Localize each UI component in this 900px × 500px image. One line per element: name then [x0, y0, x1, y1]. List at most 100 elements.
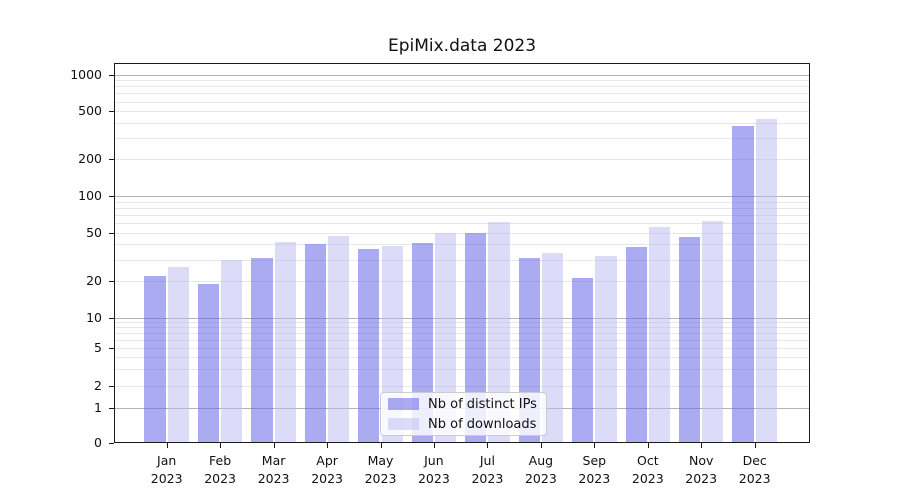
x-axis-tick-label: 2023 — [150, 471, 183, 486]
gridline-minor — [115, 327, 809, 329]
y-tick-mark — [109, 408, 114, 409]
bar-distinct-ips — [465, 232, 487, 443]
legend-item-distinct-ips: Nb of distinct IPs — [381, 396, 546, 413]
gridline-minor — [115, 138, 809, 139]
bar-downloads — [274, 241, 296, 443]
gridline-minor — [115, 369, 809, 370]
y-axis-tick-label: 1 — [94, 400, 102, 415]
y-axis-tick-label: 500 — [78, 103, 102, 119]
y-tick-mark — [109, 232, 114, 234]
x-tick-mark — [754, 443, 756, 448]
x-axis-tick-label: 2023 — [738, 471, 771, 486]
gridline-major — [115, 317, 809, 319]
bar-distinct-ips — [678, 237, 701, 443]
bar-downloads — [755, 119, 777, 443]
x-axis-tick-label: 2023 — [311, 471, 343, 486]
bar-downloads — [541, 252, 564, 443]
x-axis-tick-label: Nov — [688, 453, 714, 468]
x-axis-tick-label: Aug — [528, 453, 554, 468]
legend-swatch-downloads — [388, 418, 419, 430]
bar-distinct-ips — [304, 244, 327, 443]
y-tick-mark — [109, 317, 114, 319]
x-axis-tick-label: Dec — [742, 453, 767, 468]
bar-distinct-ips — [251, 257, 273, 443]
y-axis-tick-label: 10 — [86, 309, 102, 325]
y-axis-tick-label: 0 — [94, 435, 102, 450]
y-axis-tick-label: 200 — [78, 151, 102, 167]
gridline-minor — [115, 122, 809, 124]
x-axis-tick-label: 2023 — [257, 471, 290, 486]
x-axis-tick-label: 2023 — [417, 471, 450, 486]
gridline-minor — [115, 357, 809, 359]
legend-label-downloads: Nb of downloads — [428, 416, 537, 432]
y-tick-mark — [109, 111, 114, 113]
legend: Nb of distinct IPs Nb of downloads — [380, 392, 547, 436]
y-axis-tick-label: 2 — [94, 377, 102, 393]
gridline-minor — [115, 340, 809, 342]
gridline-minor — [115, 111, 809, 113]
x-tick-mark — [487, 443, 489, 448]
x-axis-tick-label: 2023 — [364, 471, 397, 486]
y-tick-mark — [109, 280, 114, 282]
bar-distinct-ips — [732, 125, 754, 443]
gridline-minor — [115, 101, 809, 103]
x-axis-tick-label: Apr — [316, 453, 338, 468]
bar-downloads — [595, 256, 617, 443]
gridline-minor — [115, 159, 809, 161]
gridline-minor — [115, 385, 809, 387]
gridline-minor — [115, 80, 809, 82]
x-axis-tick-label: Mar — [261, 453, 286, 468]
x-tick-mark — [273, 443, 275, 448]
x-tick-mark — [594, 443, 596, 448]
gridline-major — [115, 74, 809, 76]
x-axis-tick-label: May — [367, 453, 394, 468]
x-tick-mark — [540, 443, 542, 448]
y-axis-tick-label: 1000 — [70, 66, 102, 82]
y-tick-mark — [109, 348, 114, 350]
gridline-minor — [115, 86, 809, 88]
gridline-minor — [115, 333, 809, 335]
x-axis-tick-label: 2023 — [578, 471, 611, 486]
gridline-minor — [115, 201, 809, 203]
x-axis-tick-label: Jan — [157, 453, 177, 468]
bar-downloads — [221, 259, 243, 443]
gridline-minor — [115, 214, 809, 216]
bar-downloads — [648, 226, 671, 443]
bar-distinct-ips — [144, 275, 166, 443]
y-axis-tick-label: 5 — [94, 340, 102, 356]
bar-downloads — [488, 222, 510, 443]
x-axis-tick-label: Jun — [424, 453, 444, 468]
bar-downloads — [328, 235, 350, 443]
gridline-minor — [115, 259, 809, 261]
x-tick-mark — [701, 443, 703, 448]
gridline-minor — [115, 244, 809, 246]
y-axis-tick-label: 50 — [86, 224, 102, 240]
y-tick-mark — [109, 385, 114, 387]
gridline-minor — [115, 207, 809, 209]
x-axis-tick-label: Feb — [209, 453, 232, 468]
x-tick-mark — [433, 443, 435, 448]
x-axis-tick-label: Oct — [636, 453, 659, 468]
bar-downloads — [167, 267, 189, 443]
x-axis-tick-label: 2023 — [471, 471, 504, 486]
bar-distinct-ips — [625, 247, 647, 443]
bar-downloads — [702, 221, 724, 443]
x-axis-tick-label: 2023 — [631, 471, 664, 486]
y-axis-tick-label: 100 — [78, 188, 102, 203]
gridline-minor — [115, 223, 809, 224]
bar-distinct-ips — [572, 278, 594, 443]
y-axis-tick-label: 20 — [86, 272, 102, 288]
chart-title: EpiMix.data 2023 — [387, 36, 537, 56]
y-tick-mark — [109, 74, 114, 76]
bar-distinct-ips — [197, 283, 220, 443]
x-axis-tick-label: 2023 — [524, 471, 557, 486]
gridline-minor — [115, 322, 809, 324]
gridline-minor — [115, 232, 809, 234]
x-tick-mark — [166, 443, 168, 448]
x-axis-tick-label: Jul — [479, 453, 495, 468]
x-tick-mark — [380, 443, 382, 448]
x-axis-tick-label: Sep — [582, 453, 607, 468]
bar-distinct-ips — [358, 248, 380, 443]
y-tick-mark — [109, 196, 114, 197]
